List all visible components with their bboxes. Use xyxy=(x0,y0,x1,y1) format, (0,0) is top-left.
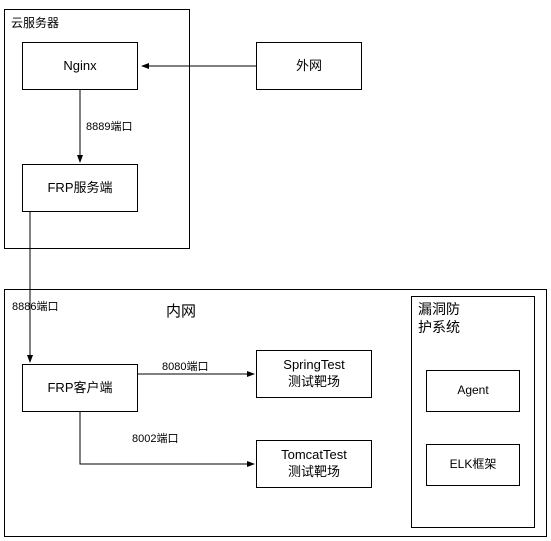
container-vuln-label: 漏洞防 护系统 xyxy=(418,301,460,336)
node-nginx: Nginx xyxy=(22,42,138,90)
node-spring: SpringTest测试靶场 xyxy=(256,350,372,398)
section-title-intranet: 内网 xyxy=(166,300,196,321)
node-tomcat: TomcatTest测试靶场 xyxy=(256,440,372,488)
node-elk-label: ELK框架 xyxy=(450,457,497,473)
node-agent: Agent xyxy=(426,370,520,412)
node-frps: FRP服务端 xyxy=(22,164,138,212)
node-elk: ELK框架 xyxy=(426,444,520,486)
node-frps-label: FRP服务端 xyxy=(47,180,112,197)
node-tomcat-label: TomcatTest测试靶场 xyxy=(281,447,347,481)
node-wan-label: 外网 xyxy=(296,58,322,75)
node-agent-label: Agent xyxy=(457,383,488,399)
vuln-title-line2: 护系统 xyxy=(418,319,460,335)
node-wan: 外网 xyxy=(256,42,362,90)
edge-label-8080: 8080端口 xyxy=(162,358,208,374)
node-spring-label: SpringTest测试靶场 xyxy=(283,357,344,391)
vuln-title-line1: 漏洞防 xyxy=(418,301,460,317)
node-nginx-label: Nginx xyxy=(63,58,96,75)
container-vuln: 漏洞防 护系统 xyxy=(411,296,535,528)
edge-label-8886: 8886端口 xyxy=(12,298,58,314)
edge-label-8002: 8002端口 xyxy=(132,430,178,446)
edge-label-8889: 8889端口 xyxy=(86,118,132,134)
node-frpc-label: FRP客户端 xyxy=(47,380,112,397)
node-frpc: FRP客户端 xyxy=(22,364,138,412)
container-cloud-label: 云服务器 xyxy=(11,14,59,31)
